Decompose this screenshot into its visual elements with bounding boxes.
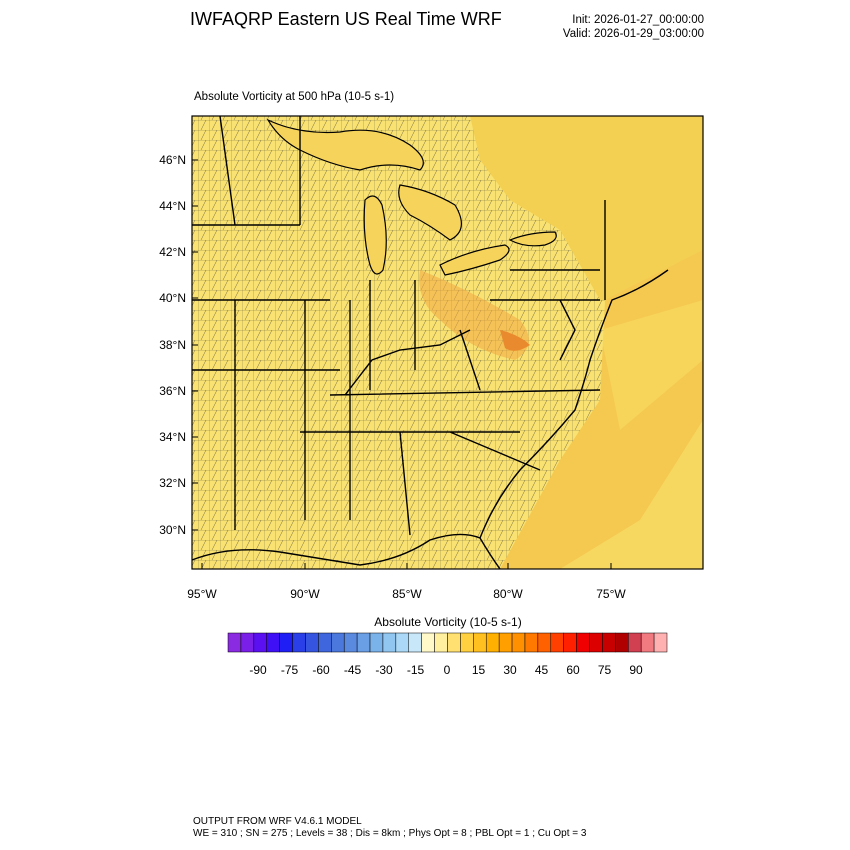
colorbar-swatch bbox=[356, 632, 371, 653]
lat-tick-label: 36°N bbox=[159, 384, 186, 398]
colorbar-swatch bbox=[460, 632, 474, 653]
atlantic-band bbox=[600, 300, 703, 430]
vorticity-maximum bbox=[419, 270, 529, 360]
map-area bbox=[192, 116, 703, 569]
colorbar-swatch bbox=[473, 632, 487, 653]
colorbar-swatch bbox=[563, 632, 577, 653]
colorbar-swatch bbox=[331, 632, 345, 653]
longitude-axis: 95°W 90°W 85°W 80°W 75°W bbox=[187, 563, 626, 601]
colorbar-swatch bbox=[653, 632, 668, 653]
gulf-coastline bbox=[192, 533, 501, 569]
colorbar-swatch bbox=[511, 632, 526, 653]
lon-tick-label: 80°W bbox=[493, 587, 523, 601]
colorbar-tick-label: -30 bbox=[375, 663, 393, 677]
colorbar-swatch bbox=[253, 632, 267, 653]
colorbar-tick-label: -90 bbox=[249, 663, 267, 677]
colorbar-tick-label: -15 bbox=[407, 663, 425, 677]
colorbar-swatch bbox=[421, 632, 435, 653]
colorbar-swatch bbox=[640, 632, 655, 653]
lat-tick-label: 38°N bbox=[159, 338, 186, 352]
colorbar-swatch bbox=[537, 632, 552, 653]
colorbar-swatch bbox=[279, 632, 293, 653]
colorbar-tick-label: 60 bbox=[566, 663, 580, 677]
colorbar-swatch bbox=[434, 632, 448, 653]
colorbar-swatch bbox=[408, 632, 422, 653]
colorbar-swatch bbox=[382, 632, 397, 653]
footer-model-info: OUTPUT FROM WRF V4.6.1 MODEL bbox=[193, 816, 362, 827]
colorbar-tick-label: -60 bbox=[312, 663, 330, 677]
colorbar-tick-label: 0 bbox=[444, 663, 451, 677]
colorbar-tick-label: 90 bbox=[629, 663, 643, 677]
colorbar-tick-label: -45 bbox=[344, 663, 362, 677]
lon-tick-label: 75°W bbox=[596, 587, 626, 601]
main-title: IWFAQRP Eastern US Real Time WRF bbox=[190, 9, 502, 29]
lake-ontario bbox=[508, 231, 557, 247]
colorbar-tick-label: 15 bbox=[472, 663, 486, 677]
lon-tick-label: 95°W bbox=[187, 587, 217, 601]
colorbar-tick-label: -75 bbox=[281, 663, 299, 677]
colorbar-swatch bbox=[615, 632, 629, 653]
county-lines bbox=[192, 116, 605, 569]
colorbar-swatch bbox=[395, 632, 410, 653]
colorbar-swatch bbox=[524, 632, 539, 653]
lon-tick-label: 85°W bbox=[392, 587, 422, 601]
colorbar-swatch bbox=[498, 632, 513, 653]
colorbar-swatch bbox=[318, 632, 332, 653]
lake-huron bbox=[398, 184, 462, 241]
lon-tick-label: 90°W bbox=[290, 587, 320, 601]
colorbar-swatch bbox=[240, 632, 255, 653]
lat-tick-label: 30°N bbox=[159, 523, 186, 537]
colorbar-swatch bbox=[602, 632, 616, 653]
colorbar-swatch bbox=[485, 632, 500, 653]
colorbar-tick-label: 75 bbox=[598, 663, 612, 677]
lat-tick-label: 40°N bbox=[159, 291, 186, 305]
map-frame bbox=[191, 115, 704, 570]
lake-michigan bbox=[363, 195, 387, 275]
lat-tick-label: 34°N bbox=[159, 430, 186, 444]
colorbar-title: Absolute Vorticity (10-5 s-1) bbox=[374, 615, 522, 629]
state-borders bbox=[192, 116, 606, 536]
map-subtitle: Absolute Vorticity at 500 hPa (10-5 s-1) bbox=[194, 91, 395, 103]
valid-time: Valid: 2026-01-29_03:00:00 bbox=[562, 28, 704, 40]
footer-model-settings: WE = 310 ; SN = 275 ; Levels = 38 ; Dis … bbox=[193, 828, 587, 839]
atlantic-coastline bbox=[479, 269, 669, 539]
colorbar-tick-label: 45 bbox=[535, 663, 549, 677]
colorbar-swatch bbox=[589, 632, 603, 653]
colorbar-tick-labels: -90 -75 -60 -45 -30 -15 0 15 30 45 60 75 90 bbox=[249, 663, 643, 677]
colorbar-swatch bbox=[576, 632, 590, 653]
colorbar-swatch bbox=[305, 632, 319, 653]
colorbar-swatch bbox=[266, 632, 280, 653]
lat-tick-label: 42°N bbox=[159, 245, 186, 259]
colorbar bbox=[227, 632, 668, 653]
colorbar-swatch bbox=[292, 632, 306, 653]
colorbar-swatch bbox=[227, 632, 242, 653]
colorbar-swatch bbox=[550, 632, 564, 653]
latitude-axis: 46°N 44°N 42°N 40°N 38°N 36°N 34°N 32°N 30°N bbox=[159, 153, 198, 537]
vorticity-peak bbox=[500, 330, 530, 351]
lat-tick-label: 32°N bbox=[159, 476, 186, 490]
init-time: Init: 2026-01-27_00:00:00 bbox=[572, 14, 704, 26]
lake-erie bbox=[439, 244, 510, 276]
lat-tick-label: 44°N bbox=[159, 199, 186, 213]
colorbar-tick-label: 30 bbox=[503, 663, 517, 677]
canada-region bbox=[470, 116, 703, 330]
colorbar-swatch bbox=[447, 632, 461, 653]
colorbar-swatch bbox=[628, 632, 642, 653]
colorbar-swatch bbox=[369, 632, 384, 653]
lat-tick-label: 46°N bbox=[159, 153, 186, 167]
colorbar-swatch bbox=[343, 632, 358, 653]
